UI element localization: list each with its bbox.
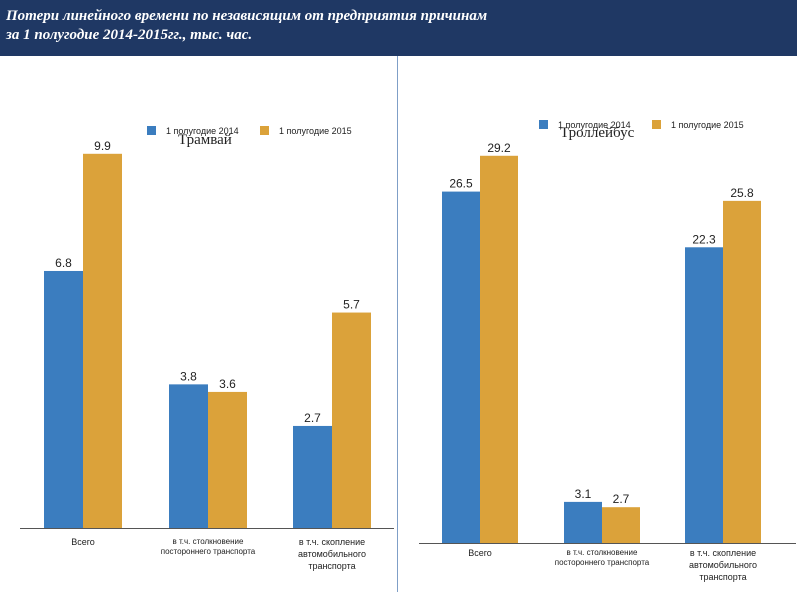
tram-data-label-total-2015: 9.9 xyxy=(94,139,111,153)
trolleybus-data-label-total-2014: 26.5 xyxy=(449,177,473,191)
trolleybus-bar-congestion-2015 xyxy=(723,200,761,543)
trolleybus-data-label-total-2015: 29.2 xyxy=(487,141,511,155)
trolleybus-chart: Троллейбус 1 полугодие 2014 1 полугодие … xyxy=(398,56,797,592)
trolleybus-legend-swatch-2015 xyxy=(652,120,661,129)
tram-bar-congestion-2014 xyxy=(293,425,332,528)
trolleybus-chart-title: Троллейбус xyxy=(560,125,635,141)
trolleybus-category-label-congestion: в т.ч. скопление автомобильного транспорта xyxy=(689,548,757,582)
trolleybus-legend-swatch-2014 xyxy=(539,120,548,129)
tram-legend-swatch-2015 xyxy=(260,126,269,135)
tram-data-label-total-2014: 6.8 xyxy=(55,256,72,270)
tram-data-label-congestion-2014: 2.7 xyxy=(304,411,321,425)
trolleybus-bar-total-2014 xyxy=(442,191,480,543)
tram-legend-label-2015: 1 полугодие 2015 xyxy=(279,126,352,136)
tram-data-label-congestion-2015: 5.7 xyxy=(343,298,360,312)
trolleybus-data-label-congestion-2015: 25.8 xyxy=(730,186,754,200)
tram-bar-congestion-2015 xyxy=(332,312,371,528)
panel-divider xyxy=(397,56,398,592)
trolleybus-bar-total-2015 xyxy=(480,155,518,544)
trolleybus-data-label-congestion-2014: 22.3 xyxy=(692,232,716,246)
trolleybus-category-label-collision: в т.ч. столкновение постороннего транспор… xyxy=(555,548,650,567)
tram-legend-item-2015: 1 полугодие 2015 xyxy=(260,126,352,136)
trolleybus-legend-label-2015: 1 полугодие 2015 xyxy=(671,120,744,130)
trolleybus-chart-plot: 26.5 3.1 22.3 29.2 2.7 25.8 Всего в т.ч. столкн… xyxy=(419,141,796,582)
trolleybus-data-label-collision-2014: 3.1 xyxy=(575,487,592,501)
tram-chart-title: Трамвай xyxy=(178,132,232,148)
trolleybus-bar-collision-2015 xyxy=(602,507,640,543)
tram-category-label-total: Всего xyxy=(71,537,95,547)
trolleybus-legend-item-2015: 1 полугодие 2015 xyxy=(652,120,744,130)
trolleybus-data-label-collision-2015: 2.7 xyxy=(613,492,630,506)
tram-category-label-congestion: в т.ч. скопление автомобильного транспорта xyxy=(298,537,366,571)
tram-chart-plot: 6.8 3.8 2.7 9.9 3.6 5.7 Всего в т.ч. столкновен… xyxy=(20,139,394,571)
tram-data-label-collision-2014: 3.8 xyxy=(180,369,197,383)
tram-legend-swatch-2014 xyxy=(147,126,156,135)
tram-data-label-collision-2015: 3.6 xyxy=(219,377,236,391)
tram-bar-collision-2015 xyxy=(208,391,247,528)
tram-category-label-collision: в т.ч. столкновение постороннего транспор… xyxy=(161,537,256,556)
slide-header: Потери линейного времени по независящим … xyxy=(0,0,797,56)
trolleybus-legend-item-2014: 1 полугодие 2014 xyxy=(539,120,631,130)
slide-title-line-1: Потери линейного времени по независящим … xyxy=(6,8,488,24)
tram-chart: Трамвай 1 полугодие 2014 1 полугодие 201… xyxy=(0,56,397,592)
trolleybus-bar-collision-2014 xyxy=(564,501,602,543)
tram-bar-total-2015 xyxy=(83,153,122,528)
tram-bar-collision-2014 xyxy=(169,384,208,528)
tram-bar-total-2014 xyxy=(44,270,83,528)
tram-legend-item-2014: 1 полугодие 2014 xyxy=(147,126,239,136)
trolleybus-category-label-total: Всего xyxy=(468,548,492,558)
tram-legend-label-2014: 1 полугодие 2014 xyxy=(166,126,239,136)
slide-title-line-2: за 1 полугодие 2014-2015гг., тыс. час. xyxy=(6,27,253,43)
trolleybus-legend-label-2014: 1 полугодие 2014 xyxy=(558,120,631,130)
trolleybus-bar-congestion-2014 xyxy=(685,247,723,544)
